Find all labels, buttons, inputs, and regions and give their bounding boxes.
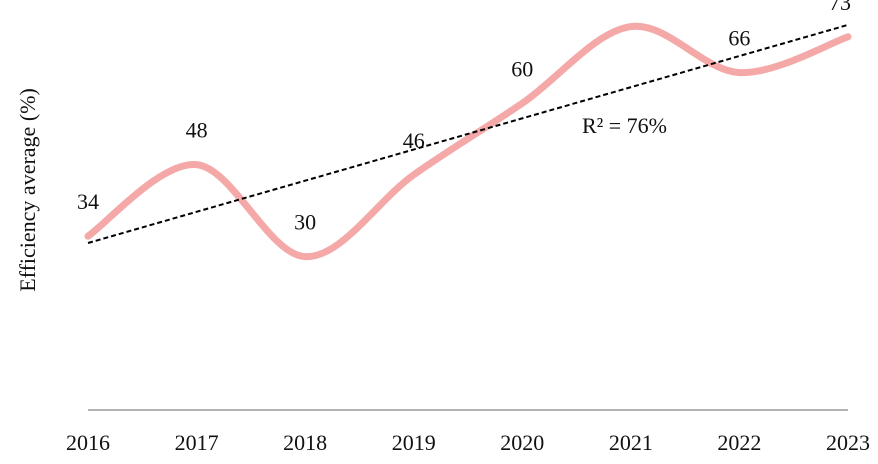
data-label: 48 (186, 118, 208, 143)
x-tick-label: 2022 (717, 430, 761, 455)
x-tick-label: 2020 (500, 430, 544, 455)
data-label: 73 (829, 0, 851, 15)
x-tick-label: 2017 (175, 430, 219, 455)
trendline (87, 23, 849, 244)
x-tick-label: 2019 (392, 430, 436, 455)
y-axis-label: Efficiency average (%) (15, 88, 40, 292)
x-tick-label: 2018 (283, 430, 327, 455)
data-label: 34 (77, 189, 99, 214)
data-label: 60 (511, 56, 533, 81)
data-label: 66 (728, 26, 750, 51)
trendline-label: R² = 76% (582, 113, 667, 138)
series-line (84, 22, 852, 261)
x-tick-label: 2021 (609, 430, 653, 455)
data-label: 46 (403, 128, 425, 153)
data-label: 30 (294, 210, 316, 235)
data-label: 75 (620, 0, 642, 5)
x-tick-label: 2023 (826, 430, 870, 455)
x-tick-label: 2016 (66, 430, 110, 455)
